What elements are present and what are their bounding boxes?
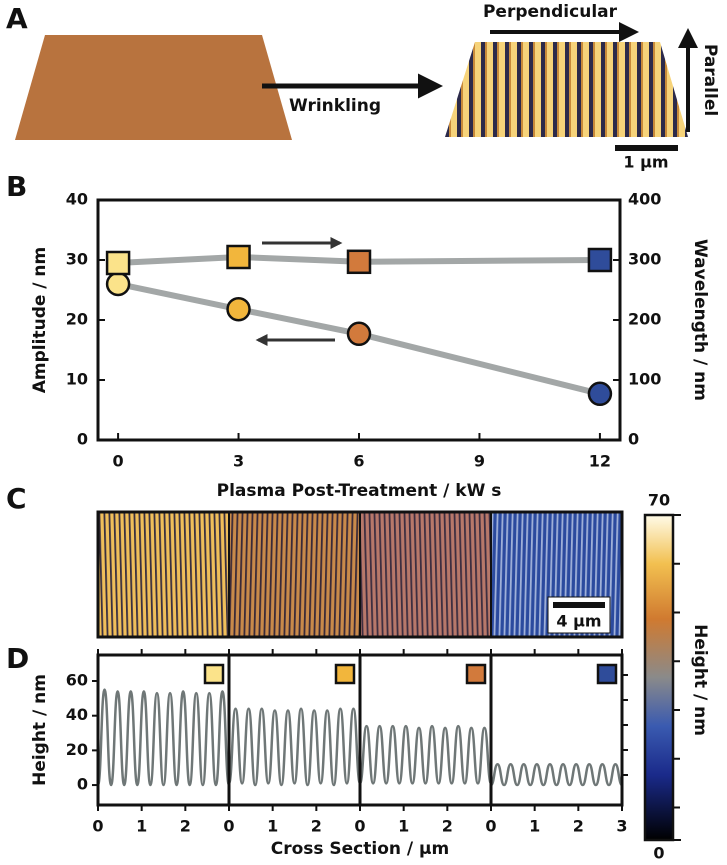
plot-frame	[489, 653, 624, 807]
height-map	[228, 511, 361, 638]
y2-tick-label: 200	[628, 310, 661, 329]
colorbar-tick-label: 70	[648, 491, 670, 510]
sample-marker	[465, 663, 487, 685]
sample-marker	[203, 663, 225, 685]
colorbar	[643, 513, 675, 842]
y-tick-label: 20	[66, 310, 88, 329]
x-tick-label: 1	[136, 817, 147, 836]
marker	[226, 244, 251, 270]
y-axis-title: Height / nm	[30, 674, 50, 786]
sample-marker	[596, 663, 618, 685]
colorbar-title: Height / nm	[690, 624, 710, 736]
panel-label: A	[6, 2, 28, 35]
x-tick-label: 2	[311, 817, 322, 836]
x-tick-label: 0	[354, 817, 365, 836]
x-tick-label: 0	[485, 817, 496, 836]
x-tick-label: 2	[442, 817, 453, 836]
marker	[587, 247, 613, 273]
plot-frame	[96, 198, 622, 442]
colorbar-tick-label: 0	[653, 844, 664, 863]
series-line	[117, 281, 601, 397]
height-map	[359, 511, 492, 638]
marker	[587, 381, 613, 407]
panel-label: D	[6, 642, 29, 675]
height-profile	[489, 762, 624, 787]
x-tick-label: 1	[529, 817, 540, 836]
y2-tick-label: 0	[628, 430, 639, 449]
x-tick-label: 3	[233, 452, 244, 471]
y2-tick-label: 300	[628, 250, 661, 269]
height-profile	[358, 724, 493, 785]
plot-frame	[96, 510, 624, 639]
x-tick-label: 2	[573, 817, 584, 836]
marker	[346, 249, 372, 275]
y-tick-label: 0	[77, 775, 88, 794]
y-tick-label: 60	[66, 671, 88, 690]
marker	[226, 296, 251, 322]
height-map	[97, 511, 230, 638]
height-profile	[96, 688, 231, 787]
x-tick-label: 1	[267, 817, 278, 836]
scale-bar-label: 1 µm	[623, 153, 668, 172]
marker	[105, 271, 131, 297]
y-axis-title: Amplitude / nm	[30, 247, 50, 393]
y2-tick-label: 100	[628, 370, 661, 389]
x-tick-label: 2	[180, 817, 191, 836]
x-tick-label: 0	[92, 817, 103, 836]
x-tick-label: 3	[616, 817, 627, 836]
y-tick-label: 40	[66, 705, 88, 724]
marker	[346, 321, 372, 347]
y-tick-label: 40	[66, 190, 88, 209]
x-tick-label: 1	[398, 817, 409, 836]
series-line	[117, 253, 600, 266]
wrinkled-film	[445, 42, 688, 137]
y2-axis-title: Wavelength / nm	[690, 239, 710, 401]
sample-marker	[334, 663, 356, 685]
panel-label: B	[6, 170, 27, 203]
direction-label: Parallel	[700, 44, 720, 116]
scale-bar-label: 4 µm	[556, 612, 601, 631]
y2-tick-label: 400	[628, 190, 661, 209]
x-axis-title: Cross Section / µm	[271, 839, 450, 859]
x-tick-label: 0	[223, 817, 234, 836]
y-tick-label: 30	[66, 250, 88, 269]
height-profile	[227, 707, 362, 787]
y-tick-label: 20	[66, 740, 88, 759]
panel-label: C	[6, 482, 27, 515]
x-tick-label: 12	[589, 452, 611, 471]
y-tick-label: 10	[66, 370, 88, 389]
x-axis-title: Plasma Post-Treatment / kW s	[217, 481, 502, 501]
direction-label: Perpendicular	[483, 2, 618, 22]
x-tick-label: 6	[353, 452, 364, 471]
x-tick-label: 9	[474, 452, 485, 471]
x-tick-label: 0	[113, 452, 124, 471]
flat-film	[15, 35, 292, 140]
arrow-label: Wrinkling	[289, 96, 381, 116]
marker	[105, 250, 131, 276]
y-tick-label: 0	[77, 430, 88, 449]
